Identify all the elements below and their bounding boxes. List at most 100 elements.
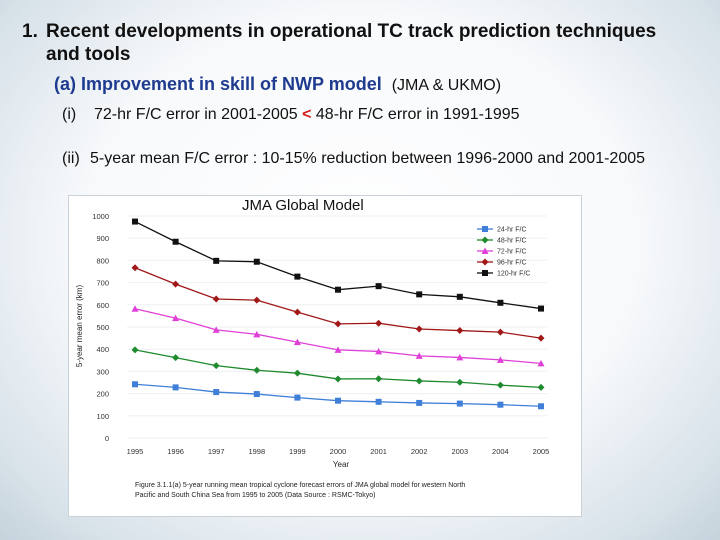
x-tick-label: 1995	[127, 447, 144, 456]
data-point-72-hr-f-c	[131, 305, 139, 312]
x-tick-label: 2004	[492, 447, 509, 456]
subheading-a: (a) Improvement in skill of NWP model (JM…	[54, 74, 501, 95]
y-tick-label: 700	[96, 279, 109, 288]
x-tick-label: 2001	[370, 447, 387, 456]
data-point-72-hr-f-c	[456, 353, 464, 361]
x-axis-label: Year	[333, 460, 350, 469]
data-point-96-hr-f-c	[212, 295, 220, 303]
series-line-120-hr-f-c	[134, 220, 542, 310]
legend-label-48-hr-f-c: 48-hr F/C	[497, 238, 527, 245]
series-line-72-hr-f-c	[134, 308, 542, 365]
data-point-24-hr-f-c	[253, 391, 260, 398]
heading-number: 1.	[22, 21, 38, 42]
subheading-a-label: (a) Improvement in skill of NWP model	[54, 74, 382, 94]
data-point-96-hr-f-c	[496, 328, 504, 336]
data-point-96-hr-f-c	[334, 320, 342, 328]
data-point-120-hr-f-c	[294, 273, 301, 280]
y-tick-label: 900	[96, 234, 109, 243]
data-point-96-hr-f-c	[293, 308, 301, 316]
y-tick-label: 600	[96, 301, 109, 310]
data-point-72-hr-f-c	[375, 347, 383, 355]
x-tick-label: 1997	[208, 447, 225, 456]
data-point-48-hr-f-c	[253, 366, 261, 374]
y-tick-label: 300	[96, 367, 109, 376]
data-point-48-hr-f-c	[496, 381, 504, 389]
data-point-96-hr-f-c	[172, 280, 180, 288]
legend-marker-24-hr-f-c	[482, 226, 488, 232]
x-tick-label: 1998	[248, 447, 265, 456]
x-tick-label: 2005	[533, 447, 550, 456]
data-point-48-hr-f-c	[293, 369, 301, 377]
item-ii-text: 5-year mean F/C error : 10-15% reduction…	[90, 150, 646, 167]
legend-marker-96-hr-f-c	[481, 258, 489, 266]
data-point-96-hr-f-c	[131, 264, 139, 272]
line-chart: 0 100 200 300 400 500 600 700 800 900 1000 1995 199…	[75, 212, 550, 499]
data-point-120-hr-f-c	[335, 286, 341, 293]
x-tick-label: 2003	[451, 447, 468, 456]
data-point-120-hr-f-c	[213, 257, 220, 264]
data-point-48-hr-f-c	[172, 354, 180, 362]
legend-label-72-hr-f-c: 72-hr F/C	[497, 249, 527, 256]
data-point-48-hr-f-c	[537, 383, 545, 391]
data-point-24-hr-f-c	[335, 397, 341, 404]
data-point-96-hr-f-c	[456, 327, 464, 335]
y-axis-label: 5-year mean error (km)	[75, 285, 84, 368]
y-tick-label: 200	[96, 390, 109, 399]
y-tick-label: 100	[96, 412, 109, 421]
y-tick-label: 500	[96, 323, 109, 332]
data-point-96-hr-f-c	[415, 325, 423, 333]
legend-marker-48-hr-f-c	[481, 236, 489, 244]
y-tick-label: 0	[105, 434, 109, 443]
data-point-48-hr-f-c	[375, 375, 383, 383]
data-point-24-hr-f-c	[132, 381, 138, 388]
data-point-120-hr-f-c	[172, 238, 179, 245]
data-point-120-hr-f-c	[253, 258, 260, 265]
data-point-72-hr-f-c	[293, 338, 301, 346]
item-i-roman: (i)	[62, 106, 77, 123]
data-point-72-hr-f-c	[212, 326, 220, 333]
data-point-72-hr-f-c	[537, 359, 545, 367]
heading-text: Recent developments in operational TC tr…	[46, 21, 657, 65]
data-point-72-hr-f-c	[172, 314, 180, 322]
data-point-24-hr-f-c	[497, 401, 504, 408]
item-i-less-than: <	[302, 106, 312, 123]
data-point-48-hr-f-c	[456, 378, 464, 386]
legend-label-24-hr-f-c: 24-hr F/C	[497, 227, 527, 234]
data-point-24-hr-f-c	[172, 384, 179, 391]
data-point-24-hr-f-c	[294, 394, 301, 401]
y-tick-label: 400	[96, 345, 109, 354]
data-point-72-hr-f-c	[496, 356, 504, 363]
bullet-item-i: (i) 72-hr F/C error in 2001-2005 < 48-hr…	[62, 106, 520, 124]
data-point-72-hr-f-c	[415, 352, 423, 359]
data-point-96-hr-f-c	[375, 319, 383, 327]
figure-caption-line-1: Figure 3.1.1(a) 5-year running mean trop…	[135, 482, 465, 489]
y-tick-label: 800	[96, 256, 109, 265]
data-point-48-hr-f-c	[415, 377, 423, 385]
x-tick-label: 1996	[167, 447, 184, 456]
data-point-24-hr-f-c	[213, 389, 220, 396]
data-point-48-hr-f-c	[212, 362, 220, 370]
chart-figure: 0 100 200 300 400 500 600 700 800 900 1000 1995 199…	[68, 195, 582, 517]
item-i-left: 72-hr F/C error in 2001-2005	[94, 106, 298, 123]
y-tick-label: 1000	[92, 212, 109, 221]
item-i-right: 48-hr F/C error in 1991-1995	[315, 106, 520, 123]
data-point-24-hr-f-c	[456, 400, 463, 407]
legend-marker-120-hr-f-c	[482, 270, 488, 276]
data-point-120-hr-f-c	[497, 299, 504, 306]
data-point-120-hr-f-c	[456, 293, 463, 300]
x-tick-label: 1999	[289, 447, 306, 456]
x-tick-label: 2000	[330, 447, 347, 456]
data-point-120-hr-f-c	[132, 218, 138, 225]
data-point-48-hr-f-c	[334, 375, 342, 383]
chart-title: JMA Global Model	[242, 197, 364, 214]
legend-label-120-hr-f-c: 120-hr F/C	[497, 271, 530, 278]
data-point-72-hr-f-c	[334, 346, 342, 353]
series-line-96-hr-f-c	[134, 267, 542, 339]
data-point-48-hr-f-c	[131, 346, 139, 354]
figure-caption-line-2: Pacific and South China Sea from 1995 to…	[135, 492, 375, 499]
data-point-72-hr-f-c	[253, 330, 261, 338]
data-point-120-hr-f-c	[416, 291, 423, 298]
data-point-24-hr-f-c	[375, 398, 382, 405]
data-point-120-hr-f-c	[375, 283, 382, 290]
legend-marker-72-hr-f-c	[481, 247, 489, 254]
